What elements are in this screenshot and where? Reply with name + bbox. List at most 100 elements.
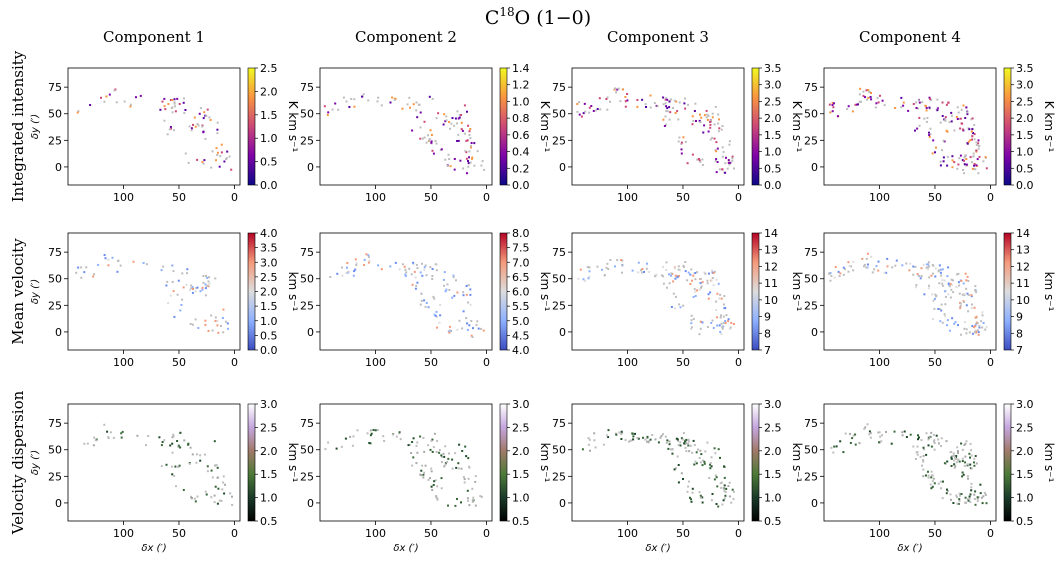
emission-pixel xyxy=(964,496,967,499)
emission-pixel xyxy=(868,430,871,433)
emission-pixel xyxy=(918,116,921,119)
emission-pixel xyxy=(460,128,463,131)
emission-pixel xyxy=(705,116,708,119)
emission-pixel xyxy=(869,436,872,439)
emission-pixel xyxy=(918,436,920,439)
emission-pixel xyxy=(951,166,954,169)
emission-pixel xyxy=(451,467,454,470)
emission-pixel xyxy=(952,502,955,504)
colorbar-tick-label: 0.5 xyxy=(1016,515,1034,528)
colorbar-tick-label: 3.5 xyxy=(764,62,782,75)
emission-pixel xyxy=(950,111,953,114)
emission-pixel xyxy=(716,316,718,319)
y-tick-label: 75 xyxy=(300,81,314,94)
emission-pixel xyxy=(977,333,980,336)
emission-pixel xyxy=(624,105,627,108)
emission-pixel xyxy=(139,94,142,97)
emission-pixel xyxy=(423,266,426,269)
emission-pixel xyxy=(448,158,451,160)
emission-pixel xyxy=(208,282,211,285)
emission-pixel xyxy=(858,93,861,96)
emission-pixel xyxy=(707,130,710,133)
emission-pixel xyxy=(718,127,721,130)
colorbar-tick-label: 9 xyxy=(764,311,771,324)
emission-pixel xyxy=(324,448,327,451)
emission-pixel xyxy=(691,153,694,156)
emission-pixel xyxy=(965,328,968,331)
emission-pixel xyxy=(171,99,174,101)
colorbar-tick-label: 0.0 xyxy=(260,344,278,357)
emission-pixel xyxy=(715,300,718,303)
emission-pixel xyxy=(701,158,704,161)
emission-pixel xyxy=(937,482,940,485)
emission-pixel xyxy=(714,149,717,152)
emission-pixel xyxy=(196,286,199,289)
emission-pixel xyxy=(223,160,226,163)
emission-pixel xyxy=(717,282,720,285)
colorbar-tick-label: 7 xyxy=(764,344,771,357)
emission-pixel xyxy=(670,274,672,277)
emission-pixel xyxy=(943,462,946,465)
emission-pixel xyxy=(931,293,934,296)
colorbar-tick-label: 3.0 xyxy=(764,79,782,92)
emission-pixel xyxy=(724,307,727,309)
x-tick-label: 100 xyxy=(113,527,134,540)
emission-pixel xyxy=(609,259,612,261)
emission-pixel xyxy=(711,269,714,272)
emission-pixel xyxy=(452,276,455,279)
emission-pixel xyxy=(415,263,418,266)
emission-pixel xyxy=(957,272,960,275)
emission-pixel xyxy=(367,254,370,257)
emission-pixel xyxy=(186,272,188,275)
emission-pixel xyxy=(699,121,702,124)
colorbar-tick-label: 0.0 xyxy=(764,179,782,192)
emission-pixel xyxy=(945,103,948,106)
emission-pixel xyxy=(420,474,423,477)
emission-pixel xyxy=(145,444,147,447)
emission-pixel xyxy=(931,485,934,488)
emission-pixel xyxy=(943,290,946,293)
emission-pixel xyxy=(389,101,392,104)
emission-pixel xyxy=(961,128,964,131)
emission-pixel xyxy=(335,447,338,450)
emission-pixel xyxy=(420,299,423,302)
emission-pixel xyxy=(694,278,697,281)
emission-pixel xyxy=(669,111,672,114)
colorbar-tick-label: 2.0 xyxy=(1016,445,1034,458)
emission-pixel xyxy=(477,327,480,330)
emission-pixel xyxy=(204,287,207,290)
emission-pixel xyxy=(408,96,411,99)
emission-pixel xyxy=(975,141,978,144)
emission-pixel xyxy=(930,470,933,473)
emission-pixel xyxy=(942,156,945,159)
emission-pixel xyxy=(214,316,217,319)
emission-pixel xyxy=(724,322,727,324)
emission-pixel xyxy=(411,129,414,132)
emission-pixel xyxy=(984,328,987,331)
emission-pixel xyxy=(952,452,955,455)
emission-pixel xyxy=(959,302,962,305)
emission-pixel xyxy=(463,104,466,107)
emission-pixel xyxy=(193,116,196,119)
emission-pixel xyxy=(720,322,723,325)
colorbar-tick-label: 12 xyxy=(764,260,778,273)
emission-pixel xyxy=(886,257,889,260)
emission-pixel xyxy=(203,453,206,456)
emission-pixel xyxy=(894,264,897,267)
emission-pixel xyxy=(677,265,680,268)
emission-pixel xyxy=(465,139,468,142)
emission-pixel xyxy=(854,443,857,446)
emission-pixel xyxy=(728,140,731,143)
emission-pixel xyxy=(173,474,176,477)
emission-pixel xyxy=(966,142,969,145)
emission-pixel xyxy=(716,324,719,327)
emission-pixel xyxy=(129,105,132,108)
emission-pixel xyxy=(448,331,451,334)
emission-pixel xyxy=(428,95,431,98)
emission-pixel xyxy=(199,454,202,457)
emission-pixel xyxy=(962,301,965,303)
emission-pixel xyxy=(435,310,438,313)
emission-pixel xyxy=(928,131,930,134)
emission-pixel xyxy=(83,271,86,274)
emission-pixel xyxy=(940,274,943,277)
